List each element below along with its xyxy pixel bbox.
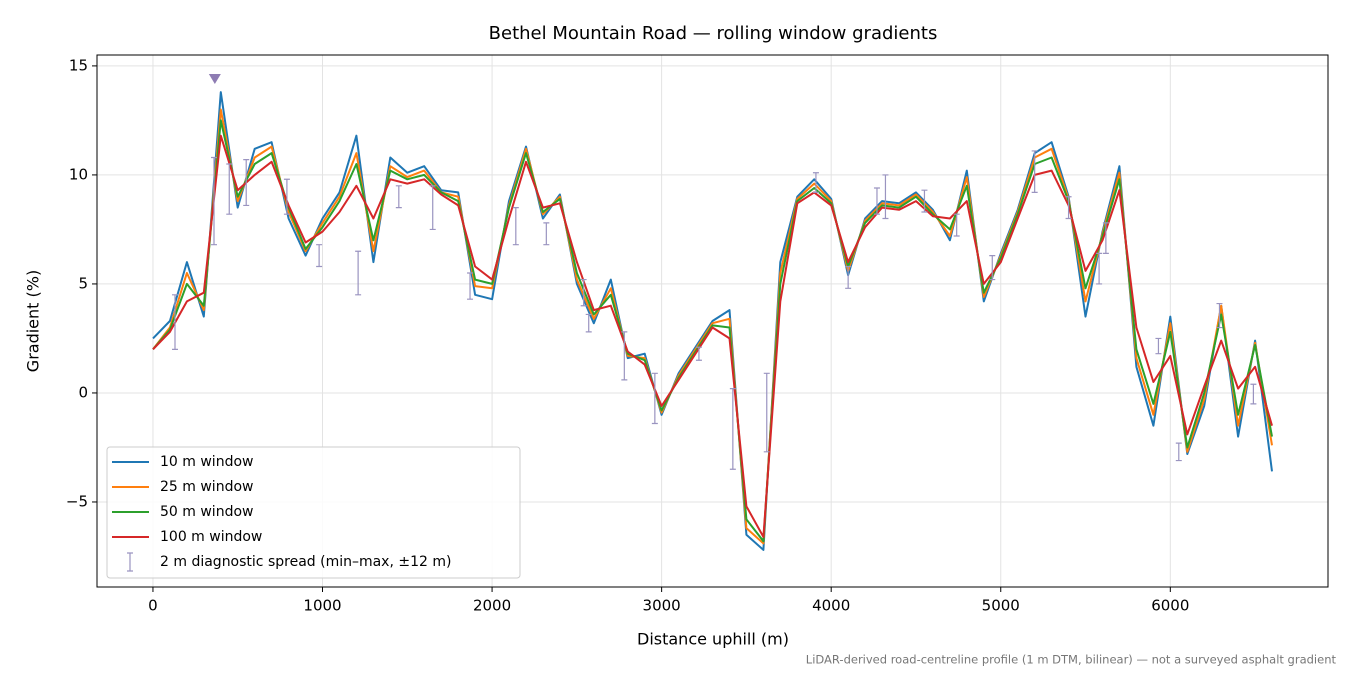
error-bar — [512, 207, 519, 246]
x-tick-label: 0 — [148, 597, 158, 615]
error-bar — [953, 213, 960, 237]
x-tick-label: 6000 — [1151, 597, 1189, 615]
error-bar — [210, 156, 217, 246]
error-bar — [1065, 196, 1072, 220]
error-bar — [226, 163, 233, 215]
error-bar — [621, 331, 628, 381]
error-bar — [543, 222, 550, 246]
error-bar — [845, 265, 852, 289]
error-bar — [812, 172, 819, 193]
error-bar — [1155, 337, 1162, 355]
error-bar — [921, 189, 928, 213]
legend-label: 25 m window — [160, 479, 253, 495]
error-bar — [467, 272, 474, 300]
series-line — [152, 91, 1273, 551]
footnote: LiDAR-derived road-centreline profile (1… — [806, 653, 1337, 667]
y-tick-label: 5 — [78, 274, 88, 292]
legend-label: 100 m window — [160, 529, 262, 545]
error-bar — [1102, 222, 1109, 255]
error-bar — [585, 313, 592, 333]
y-tick-label: 10 — [69, 165, 88, 183]
error-bar — [1175, 442, 1182, 462]
x-tick-label: 3000 — [643, 597, 681, 615]
series-line — [152, 119, 1273, 543]
error-bar — [1096, 252, 1103, 285]
error-bar — [283, 178, 290, 215]
error-bar — [429, 185, 436, 231]
error-bar — [316, 244, 323, 268]
error-bar — [729, 387, 736, 470]
error-bar — [1250, 383, 1257, 405]
error-bar — [355, 250, 362, 296]
error-bar — [651, 372, 658, 425]
error-bar — [1216, 302, 1223, 329]
x-tick-label: 4000 — [812, 597, 850, 615]
error-bar — [989, 254, 996, 281]
plot-frame — [96, 54, 1329, 588]
x-tick-label: 5000 — [982, 597, 1020, 615]
error-bar — [873, 187, 880, 215]
error-bar — [243, 159, 250, 207]
error-bar — [580, 278, 587, 307]
x-axis-label: Distance uphill (m) — [637, 630, 789, 649]
peak-marker — [208, 73, 221, 84]
error-bar — [395, 185, 402, 209]
series-line — [152, 108, 1273, 545]
legend-box — [106, 446, 521, 579]
legend-label: 10 m window — [160, 454, 253, 470]
error-bar — [695, 346, 702, 361]
x-tick-label: 1000 — [303, 597, 341, 615]
error-bar — [1031, 150, 1038, 193]
legend-label: 2 m diagnostic spread (min–max, ±12 m) — [160, 554, 451, 570]
legend-swatch — [127, 552, 133, 572]
y-axis-label: Gradient (%) — [24, 270, 43, 372]
y-tick-label: −5 — [66, 492, 88, 510]
chart-title: Bethel Mountain Road — rolling window gr… — [489, 23, 938, 44]
error-bar — [171, 294, 178, 350]
x-tick-label: 2000 — [473, 597, 511, 615]
error-bar — [763, 372, 770, 453]
y-tick-label: 0 — [78, 383, 88, 401]
legend-label: 50 m window — [160, 504, 253, 520]
error-bar — [882, 174, 889, 220]
series-line — [152, 134, 1273, 538]
y-tick-label: 15 — [69, 56, 88, 74]
